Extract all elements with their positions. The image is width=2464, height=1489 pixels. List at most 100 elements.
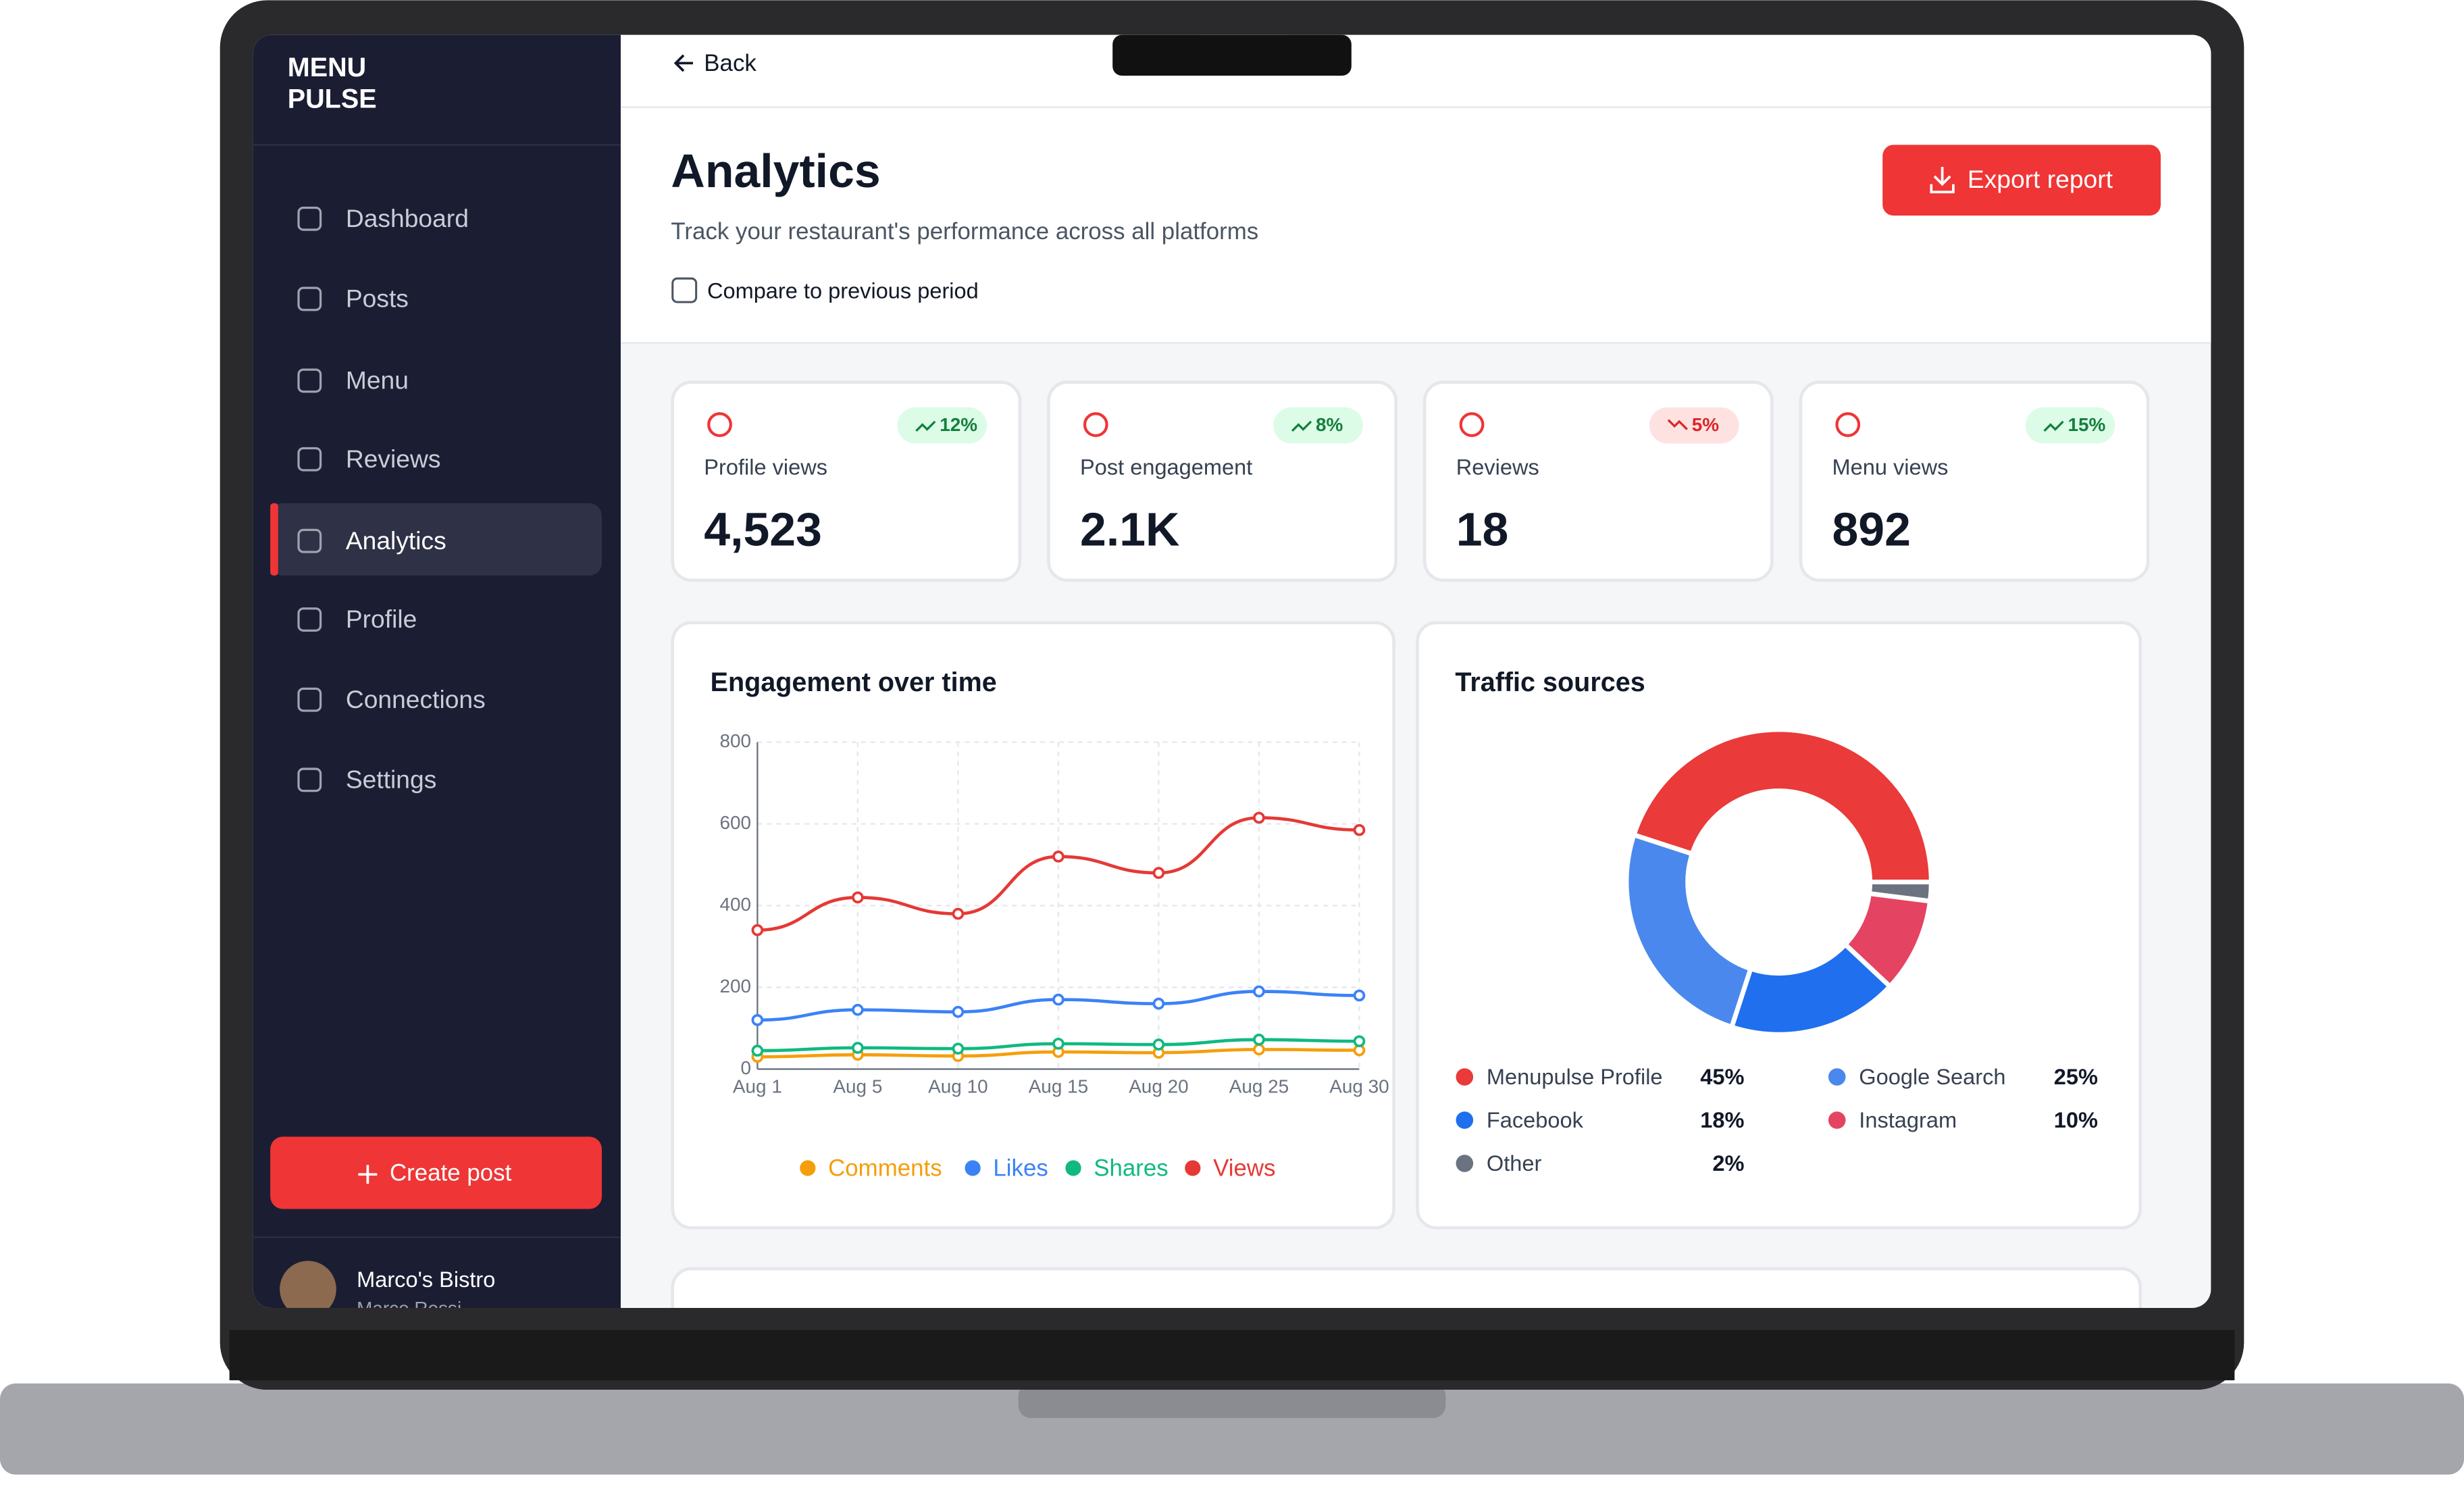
camera-notch	[1112, 34, 1352, 76]
y-tick-label: 400	[720, 894, 752, 915]
legend-label: Facebook	[1487, 1108, 1584, 1132]
legend-label: Google Search	[1859, 1065, 2005, 1089]
nav-item[interactable]: Menu	[346, 366, 409, 395]
x-tick-label: Aug 1	[733, 1076, 782, 1097]
donut-segment	[1728, 941, 1894, 1037]
point	[852, 1042, 864, 1054]
point	[751, 924, 764, 936]
stat-value: 892	[1832, 503, 1911, 556]
nav-icon	[297, 286, 322, 311]
line-chart: 0 200 400 600 800 Aug 1 Aug 5 Aug 10 Aug 15 Aug 2…	[720, 730, 1389, 1182]
y-tick-label: 800	[720, 730, 752, 751]
legend-value: 25%	[2054, 1065, 2098, 1089]
nav-item[interactable]: Dashboard	[346, 204, 469, 232]
back-link[interactable]: Back	[704, 50, 756, 76]
plus-icon	[358, 1165, 378, 1184]
stat-value: 4,523	[704, 503, 822, 556]
legend-dot	[965, 1160, 981, 1176]
chart-title: Engagement over time	[711, 667, 997, 697]
donut-chart: Menupulse Profile 45% Google Search 25% Face…	[1456, 727, 2098, 1176]
legend-dot	[1456, 1068, 1474, 1086]
donut-segment	[1866, 880, 1934, 904]
stat-icon	[1083, 412, 1108, 437]
legend-label: Menupulse Profile	[1487, 1065, 1663, 1089]
stat-label: Menu views	[1832, 455, 1949, 479]
point	[952, 1042, 965, 1055]
stat-value: 18	[1456, 503, 1509, 556]
legend-dot	[1456, 1155, 1474, 1172]
nav-item[interactable]: Posts	[346, 284, 409, 313]
x-tick-label: Aug 25	[1229, 1076, 1289, 1097]
create-post-label[interactable]: Create post	[390, 1160, 512, 1186]
export-label[interactable]: Export report	[1968, 165, 2113, 193]
legend-label[interactable]: Shares	[1094, 1155, 1168, 1182]
point	[1253, 1043, 1265, 1056]
stat-label: Profile views	[704, 455, 827, 479]
point	[1253, 811, 1265, 824]
y-tick-label: 0	[741, 1057, 752, 1078]
stat-label: Reviews	[1456, 455, 1539, 479]
legend-label[interactable]: Views	[1213, 1155, 1275, 1182]
compare-label[interactable]: Compare to previous period	[707, 279, 979, 303]
nav-icon	[297, 447, 322, 472]
trend-value: 8%	[1316, 414, 1343, 435]
nav-item[interactable]: Connections	[346, 685, 486, 713]
point	[1052, 993, 1064, 1006]
laptop-base	[0, 1383, 2464, 1475]
point	[1152, 997, 1165, 1010]
point	[1052, 851, 1064, 863]
trend-badge	[2025, 407, 2115, 444]
nav-active-bar	[270, 503, 278, 576]
legend-value: 10%	[2054, 1108, 2098, 1132]
point	[952, 1005, 965, 1018]
trend-badge	[1273, 407, 1363, 444]
nav-item[interactable]: Profile	[346, 605, 417, 633]
nav-icon	[297, 206, 322, 231]
x-tick-label: Aug 15	[1029, 1076, 1088, 1097]
legend-value: 45%	[1700, 1065, 1744, 1089]
nav: Dashboard Posts Menu Reviews Analytics Profil…	[297, 204, 486, 794]
download-icon	[1930, 167, 1955, 194]
back-icon[interactable]	[673, 54, 693, 72]
nav-icon	[297, 687, 322, 712]
legend-label[interactable]: Comments	[828, 1155, 942, 1182]
stat-icon	[1459, 412, 1485, 437]
stats: 12% Profile views 4,523 8% Post engagement 2.…	[671, 380, 2150, 582]
point	[751, 1013, 764, 1026]
card	[671, 621, 1395, 1230]
legend-value: 18%	[1700, 1108, 1744, 1132]
point	[1152, 1038, 1165, 1051]
nav-item[interactable]: Settings	[346, 765, 436, 794]
y-tick-label: 600	[720, 812, 752, 833]
legend-dot	[1185, 1160, 1201, 1176]
x-tick-label: Aug 30	[1329, 1076, 1389, 1097]
card	[671, 1267, 2142, 1309]
point	[952, 907, 965, 920]
point	[1353, 824, 1366, 836]
stat-icon	[707, 412, 732, 437]
user-subtitle: Marco Rossi	[357, 1298, 461, 1319]
point	[1253, 1034, 1265, 1046]
page-subtitle: Track your restaurant's performance acro…	[671, 218, 1258, 245]
legend-label[interactable]: Likes	[993, 1155, 1048, 1182]
donut-segment	[1624, 832, 1754, 1030]
point	[1253, 985, 1265, 998]
nav-active	[270, 503, 602, 576]
y-tick-label: 200	[720, 976, 752, 996]
card	[1416, 621, 2142, 1230]
nav-item[interactable]: Reviews	[346, 445, 441, 473]
compare-checkbox[interactable]	[671, 277, 698, 303]
point	[852, 1003, 864, 1016]
stat-label: Post engagement	[1080, 455, 1252, 479]
x-tick-label: Aug 20	[1129, 1076, 1188, 1097]
create-post-button[interactable]	[270, 1136, 602, 1209]
legend-value: 2%	[1712, 1151, 1744, 1176]
nav-item[interactable]: Analytics	[346, 526, 446, 555]
trend-value: 5%	[1692, 414, 1720, 435]
bezel	[229, 1330, 2235, 1381]
export-button[interactable]	[1882, 145, 2161, 216]
x-tick-label: Aug 10	[928, 1076, 987, 1097]
nav-icon	[297, 607, 322, 632]
